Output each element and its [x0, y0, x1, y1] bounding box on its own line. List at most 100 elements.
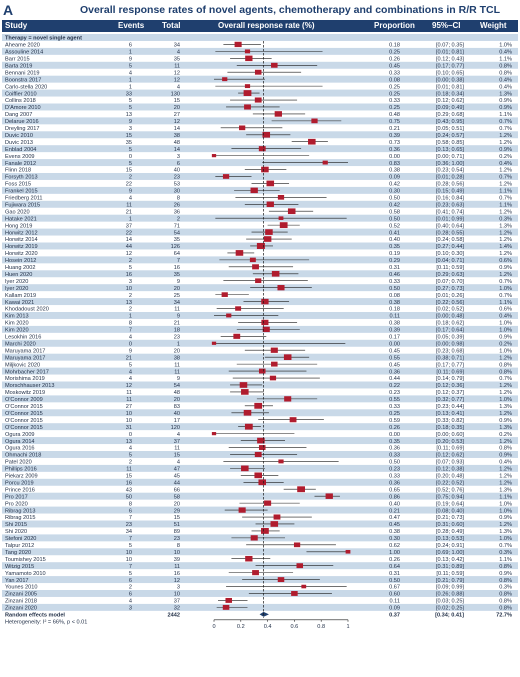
weight-value: 0.6% — [499, 258, 512, 264]
ci-value: [0.27; 0.73] — [436, 286, 464, 292]
study-name: Barta 2019 — [5, 63, 32, 69]
study-name: Flinn 2018 — [5, 168, 31, 174]
study-name: Younes 2010 — [5, 585, 37, 591]
weight-value: 0.3% — [499, 216, 512, 222]
total-value: 48 — [174, 390, 180, 396]
study-name: Fanale 2012 — [5, 161, 36, 167]
study-name: Friedberg 2011 — [5, 196, 43, 202]
point-marker — [255, 278, 262, 284]
point-marker — [262, 326, 270, 333]
total-value: 40 — [174, 411, 180, 417]
proportion-value: 0.50 — [389, 286, 400, 292]
weight-value: 1.3% — [499, 487, 512, 493]
point-marker — [261, 528, 269, 534]
row-band — [2, 159, 518, 167]
weight-value: 0.7% — [499, 175, 512, 181]
events-value: 11 — [126, 467, 132, 473]
total-value: 14 — [174, 147, 180, 153]
ci-value: [0.40; 0.64] — [436, 223, 464, 229]
summary-diamond — [259, 611, 269, 617]
point-marker — [345, 549, 351, 554]
total-value: 25 — [174, 293, 180, 299]
study-name: Evens 2009 — [5, 154, 35, 160]
ci-value: [0.52; 0.76] — [436, 487, 464, 493]
weight-value: 1.2% — [499, 383, 512, 389]
events-value: 13 — [126, 112, 132, 118]
study-name: Witzig 2015 — [5, 564, 34, 570]
proportion-value: 0.45 — [389, 362, 400, 368]
proportion-value: 0.35 — [389, 439, 400, 445]
ci-value: [0.01; 0.28] — [436, 175, 464, 181]
proportion-value: 0.42 — [389, 182, 400, 188]
point-marker — [244, 49, 251, 54]
point-marker — [289, 417, 297, 423]
ci-value: [0.13; 0.41] — [436, 411, 464, 417]
total-value: 9 — [177, 279, 180, 285]
events-value: 2 — [129, 460, 132, 466]
total-value: 7 — [177, 258, 180, 264]
weight-value: 1.0% — [499, 328, 512, 334]
events-value: 44 — [126, 244, 132, 250]
weight-value: 0.3% — [499, 550, 512, 556]
proportion-value: 0.09 — [389, 606, 400, 612]
weight-value: 0.9% — [499, 105, 512, 111]
weight-value: 0.9% — [499, 98, 512, 104]
weight-value: 1.3% — [499, 529, 512, 535]
point-marker — [271, 270, 280, 277]
point-marker — [274, 111, 282, 117]
total-value: 26 — [174, 202, 180, 208]
study-name: O'Connor 2015 — [5, 418, 43, 424]
proportion-value: 0.33 — [389, 474, 400, 480]
summary-total: 2442 — [168, 613, 180, 619]
x-tick-label: 0.6 — [291, 624, 299, 630]
ci-value: [0.20; 0.48] — [436, 474, 464, 480]
total-value: 15 — [174, 453, 180, 459]
proportion-value: 0.75 — [389, 119, 400, 125]
study-name: Zinzani 2018 — [5, 599, 37, 605]
header-rate: Overall response rate (%) — [218, 21, 315, 30]
proportion-value: 0.33 — [389, 70, 400, 76]
events-value: 2 — [129, 293, 132, 299]
weight-value: 1.2% — [499, 140, 512, 146]
total-value: 34 — [174, 300, 180, 306]
events-value: 22 — [126, 182, 132, 188]
total-value: 9 — [177, 376, 180, 382]
events-value: 3 — [129, 126, 132, 132]
proportion-value: 0.39 — [389, 328, 400, 334]
total-value: 11 — [174, 446, 180, 452]
events-value: 27 — [126, 404, 132, 410]
study-name: Ribrag 2015 — [5, 515, 35, 521]
study-name: Yan 2017 — [5, 578, 29, 584]
events-value: 15 — [126, 133, 132, 139]
proportion-value: 0.36 — [389, 446, 400, 452]
weight-value: 0.2% — [499, 154, 512, 160]
point-marker — [234, 41, 242, 48]
proportion-value: 0.31 — [389, 265, 400, 271]
point-marker — [241, 465, 249, 472]
ci-value: [0.03; 0.25] — [436, 599, 464, 605]
events-value: 13 — [126, 300, 132, 306]
point-marker — [261, 298, 269, 305]
ci-value: [0.23; 0.63] — [436, 202, 464, 208]
ci-value: [0.00; 0.60] — [436, 432, 464, 438]
weight-value: 0.9% — [499, 335, 512, 341]
total-value: 51 — [174, 522, 180, 528]
point-marker — [270, 521, 279, 527]
point-marker — [311, 118, 318, 124]
heterogeneity-text: Heterogeneity: I² = 66%, p < 0.01 — [5, 619, 87, 625]
total-value: 12 — [174, 70, 180, 76]
events-value: 9 — [129, 348, 132, 354]
point-marker — [263, 236, 272, 242]
study-name: Aheame 2020 — [5, 43, 40, 49]
proportion-value: 0.38 — [389, 321, 400, 327]
point-marker — [261, 166, 269, 173]
proportion-value: 0.36 — [389, 369, 400, 375]
events-value: 6 — [129, 592, 132, 598]
total-value: 11 — [174, 63, 180, 69]
point-marker — [279, 222, 288, 229]
total-value: 18 — [174, 328, 180, 334]
row-band — [2, 173, 518, 180]
proportion-value: 0.60 — [389, 592, 400, 598]
point-marker — [226, 313, 232, 318]
point-marker — [244, 423, 253, 430]
